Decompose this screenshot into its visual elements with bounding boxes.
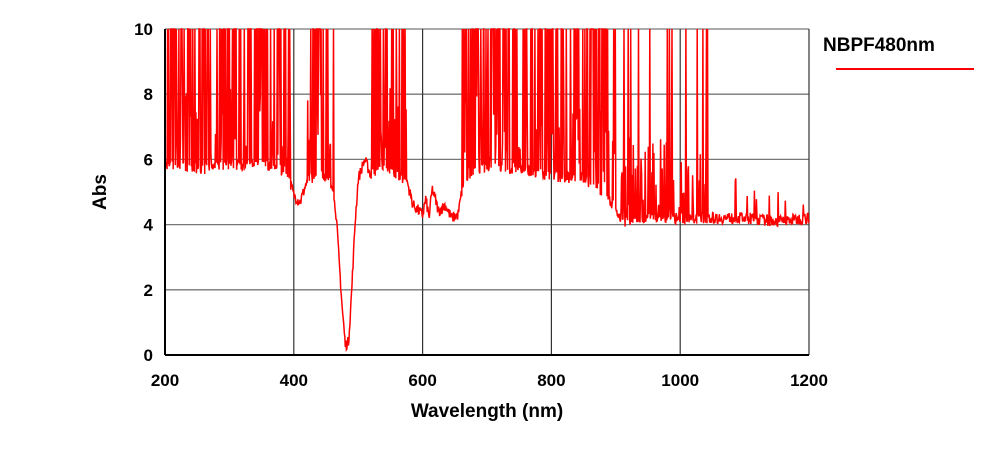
y-tick-label: 4 [144,216,154,235]
x-tick-label: 200 [151,371,179,390]
y-tick-label: 6 [144,150,153,169]
x-axis-label: Wavelength (nm) [411,401,563,422]
series-line-nbpf480nm [164,28,810,353]
y-axis-label: Abs [90,174,111,210]
x-tick-label: 1200 [790,371,828,390]
y-tick-label: 10 [134,20,153,39]
y-tick-label: 0 [144,346,153,365]
x-tick-label: 400 [280,371,308,390]
x-tick-label: 800 [537,371,565,390]
y-tick-label: 8 [144,85,153,104]
x-tick-label: 1000 [661,371,699,390]
legend-label: NBPF480nm [823,35,935,56]
x-tick-label: 600 [408,371,436,390]
tick-labels: 0 2 4 6 8 10 200 400 600 800 1000 1200 [134,20,828,390]
y-tick-label: 2 [144,281,153,300]
